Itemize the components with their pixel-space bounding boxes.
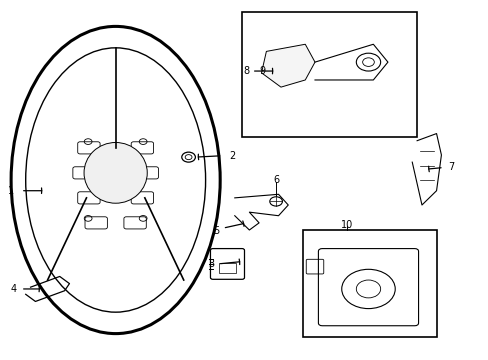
- Ellipse shape: [84, 143, 147, 203]
- Text: 6: 6: [272, 175, 279, 185]
- Text: 7: 7: [447, 162, 453, 172]
- Text: 8: 8: [243, 66, 248, 76]
- Bar: [218, 262, 236, 273]
- Text: 4: 4: [11, 284, 17, 294]
- Bar: [302, 230, 436, 337]
- Polygon shape: [261, 44, 314, 87]
- Text: 3: 3: [208, 259, 214, 269]
- Bar: [242, 12, 416, 137]
- Text: 2: 2: [228, 151, 235, 161]
- Text: 9: 9: [259, 66, 264, 76]
- Text: 1: 1: [8, 186, 14, 196]
- Text: 10: 10: [340, 220, 352, 230]
- Text: 5: 5: [213, 226, 219, 236]
